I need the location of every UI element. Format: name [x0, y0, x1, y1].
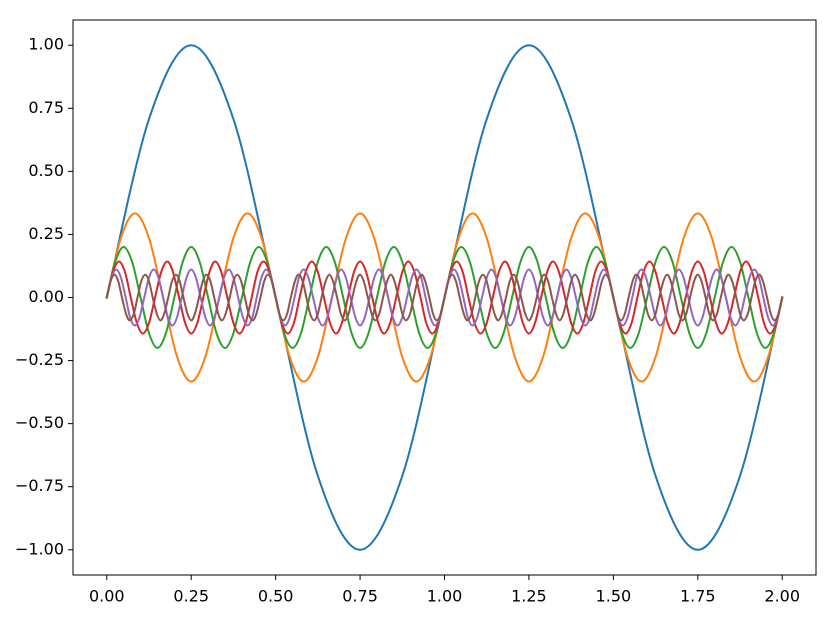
x-tick-label: 2.00	[764, 587, 800, 606]
y-tick-label: 0.50	[28, 161, 64, 180]
x-tick-label: 1.50	[596, 587, 632, 606]
x-tick-label: 1.25	[511, 587, 547, 606]
y-tick-label: −0.25	[15, 350, 64, 369]
y-tick-label: −0.50	[15, 413, 64, 432]
x-tick-label: 0.75	[342, 587, 378, 606]
series-line	[105, 273, 784, 322]
y-tick-label: 1.00	[28, 35, 64, 54]
x-tick-label: 0.25	[173, 587, 209, 606]
y-tick-label: −1.00	[15, 539, 64, 558]
x-tick-label: 1.00	[427, 587, 463, 606]
y-tick-label: 0.25	[28, 224, 64, 243]
y-tick-label: 0.00	[28, 287, 64, 306]
y-tick-label: 0.75	[28, 98, 64, 117]
plot-area	[105, 44, 784, 551]
x-tick-label: 1.75	[680, 587, 716, 606]
x-tick-label: 0.00	[89, 587, 125, 606]
x-tick-label: 0.50	[258, 587, 294, 606]
y-tick-label: −0.75	[15, 476, 64, 495]
